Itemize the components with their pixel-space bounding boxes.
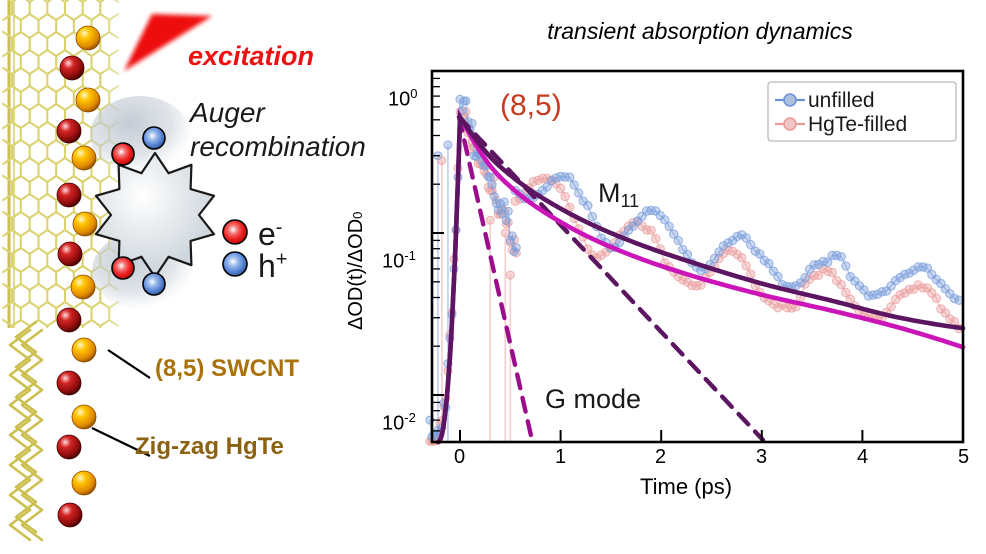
svg-text:M11: M11 <box>598 178 639 211</box>
svg-text:(8,5): (8,5) <box>500 89 562 122</box>
svg-text:G mode: G mode <box>545 384 641 414</box>
